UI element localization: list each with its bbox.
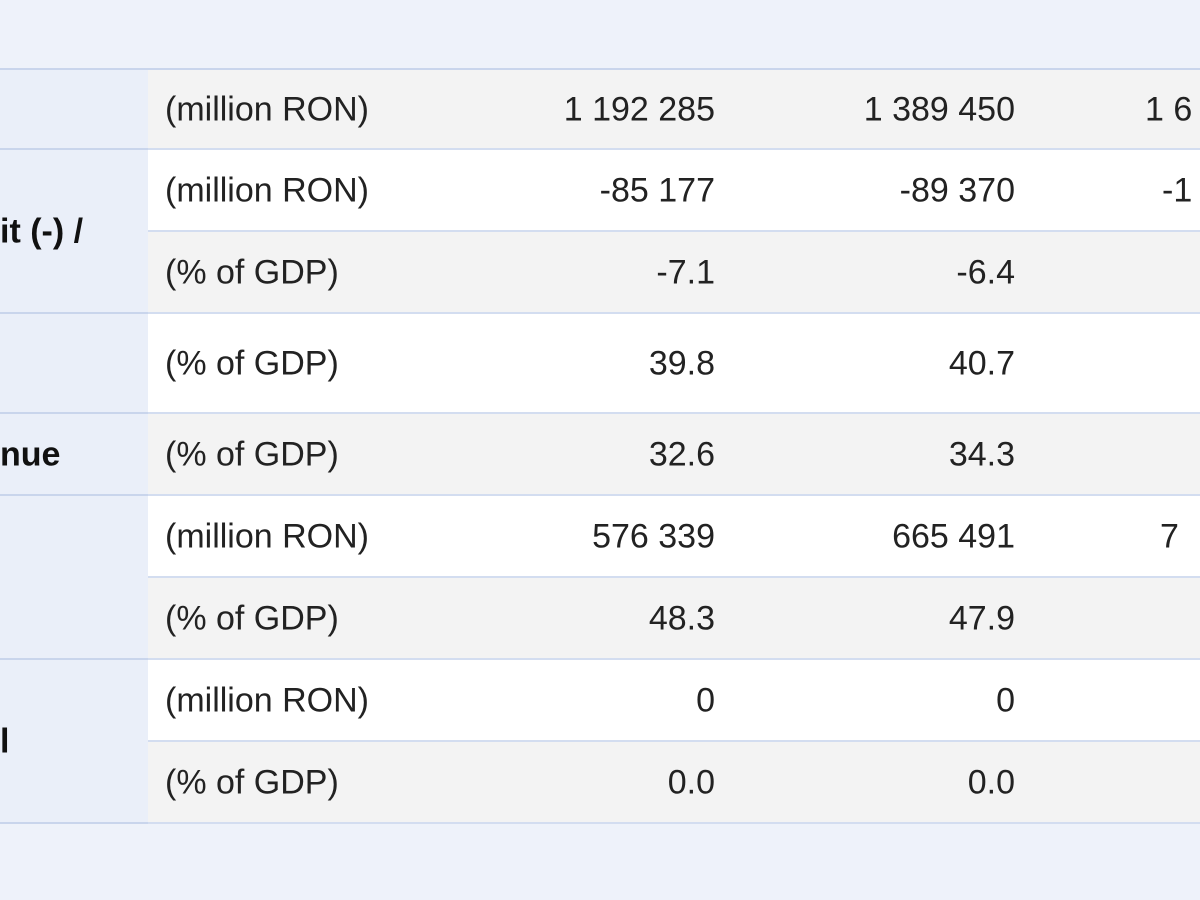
- data-table: (million RON) 1 192 285 1 389 450 1 6 (milli…: [0, 68, 1200, 824]
- unit-label: (million RON): [165, 517, 369, 556]
- table-row: [148, 70, 1200, 150]
- unit-label: (% of GDP): [165, 344, 339, 383]
- unit-label: (% of GDP): [165, 599, 339, 638]
- unit-label: (million RON): [165, 90, 369, 129]
- row-header: [0, 496, 148, 660]
- value-cell: -7.1: [656, 253, 715, 292]
- value-cell: 1 6: [1145, 90, 1193, 129]
- value-cell: -1: [1162, 171, 1193, 210]
- unit-label: (% of GDP): [165, 763, 339, 802]
- value-cell: 1 192 285: [563, 90, 715, 129]
- row-header: [0, 314, 148, 414]
- unit-label: (% of GDP): [165, 435, 339, 474]
- value-cell: -85 177: [599, 171, 715, 210]
- table-row: [148, 314, 1200, 414]
- value-cell: 576 339: [592, 517, 715, 556]
- table-row: [148, 232, 1200, 314]
- value-cell: -89 370: [899, 171, 1015, 210]
- row-header: [0, 70, 148, 150]
- value-cell: 7: [1160, 517, 1179, 556]
- value-cell: 40.7: [948, 344, 1015, 383]
- value-cell: 39.8: [648, 344, 715, 383]
- row-header: [0, 660, 148, 824]
- row-header-label: nue: [0, 435, 61, 474]
- unit-label: (million RON): [165, 171, 369, 210]
- value-cell: -6.4: [956, 253, 1015, 292]
- value-cell: 0: [996, 681, 1015, 720]
- table-row: [148, 414, 1200, 496]
- row-header: [0, 414, 148, 496]
- value-cell: 665 491: [892, 517, 1015, 556]
- value-cell: 34.3: [948, 435, 1015, 474]
- row-header: [0, 150, 148, 314]
- value-cell: 0.0: [967, 763, 1015, 802]
- value-cell: 0: [696, 681, 715, 720]
- value-cell: 32.6: [648, 435, 715, 474]
- table-row: [148, 150, 1200, 232]
- row-header-label: l: [0, 722, 10, 761]
- value-cell: 47.9: [948, 599, 1015, 638]
- unit-label: (million RON): [165, 681, 369, 720]
- table-row: [148, 496, 1200, 578]
- value-cell: 0.0: [667, 763, 715, 802]
- value-cell: 1 389 450: [863, 90, 1015, 129]
- table-row: [148, 742, 1200, 824]
- row-header-label: it (-) /: [0, 212, 84, 251]
- unit-label: (% of GDP): [165, 253, 339, 292]
- value-cell: 48.3: [648, 599, 715, 638]
- table-row: [148, 578, 1200, 660]
- table-row: [148, 660, 1200, 742]
